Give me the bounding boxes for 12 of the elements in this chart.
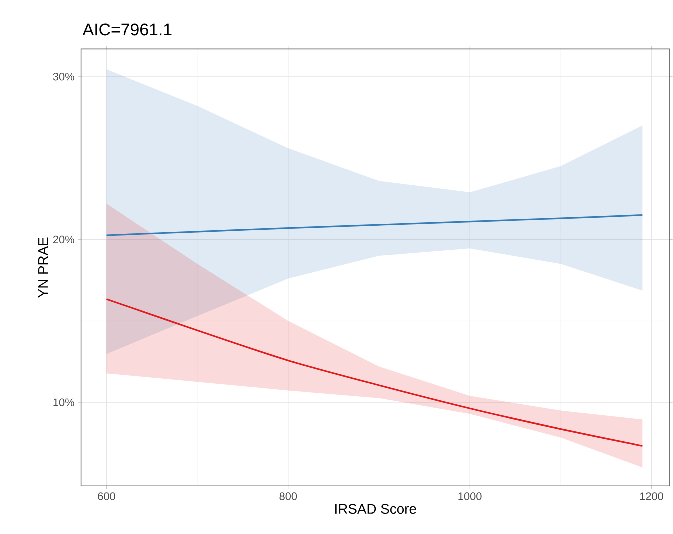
y-tick-label: 20%: [53, 236, 74, 244]
y-axis-title: YN PRAE: [38, 238, 48, 298]
x-tick-label: 800: [280, 492, 298, 501]
line-series: [106, 214, 644, 236]
x-tick-label: 1000: [458, 492, 482, 501]
x-axis-title: IRSAD Score: [336, 504, 416, 514]
y-tick-label: 10%: [54, 398, 74, 407]
chart-title: AIC=7961.1: [82, 24, 172, 36]
x-tick-label: 600: [98, 492, 116, 501]
x-tick-label: 1200: [640, 492, 664, 501]
y-tick-label: 30%: [53, 73, 74, 81]
line-series: [106, 298, 644, 448]
